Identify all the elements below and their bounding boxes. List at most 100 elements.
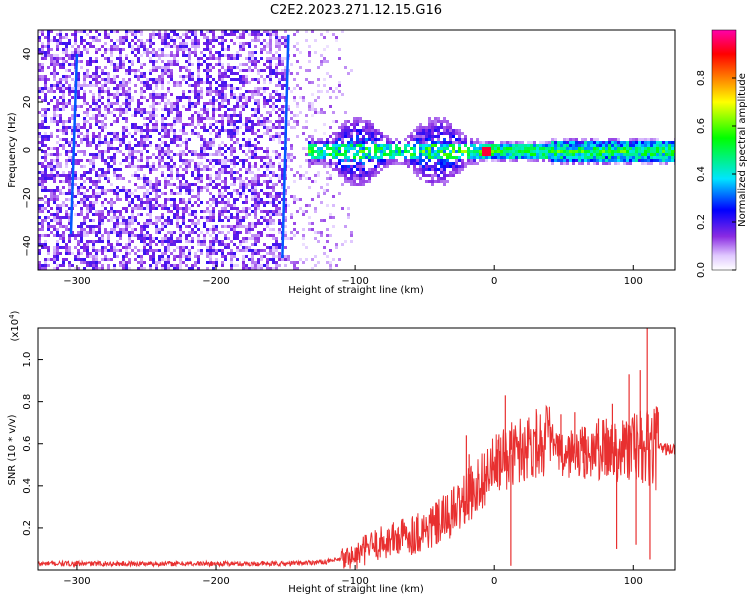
spectrogram-cell [563, 147, 566, 150]
spectrogram-cell [176, 213, 179, 216]
spectrogram-cell [113, 147, 116, 150]
spectrogram-cell [167, 72, 170, 75]
spectrogram-cell [233, 30, 236, 33]
spectrogram-cell [38, 198, 41, 201]
spectrogram-cell [248, 45, 251, 48]
spectrogram-cell [44, 168, 47, 171]
spectrogram-cell [188, 138, 191, 141]
spectrogram-cell [485, 153, 488, 156]
spectrogram-cell [266, 45, 269, 48]
spectrogram-cell [212, 225, 215, 228]
spectrogram-cell [41, 225, 44, 228]
spectrogram-cell [170, 105, 173, 108]
spectrogram-cell [266, 192, 269, 195]
spectrogram-cell [170, 36, 173, 39]
spectrogram-cell [230, 72, 233, 75]
spectrogram-cell [101, 189, 104, 192]
spectrogram-cell [440, 156, 443, 159]
spectrogram-cell [95, 231, 98, 234]
spectrogram-cell [254, 222, 257, 225]
spectrogram-cell [506, 156, 509, 159]
spectrogram-cell [377, 162, 380, 165]
spectrogram-cell [41, 75, 44, 78]
spectrogram-cell [146, 195, 149, 198]
spectrogram-cell [83, 153, 86, 156]
spectrogram-cell [344, 132, 347, 135]
spectrogram-cell [161, 222, 164, 225]
spectrogram-cell [203, 123, 206, 126]
spectrogram-cell [197, 249, 200, 252]
spectrogram-cell [473, 153, 476, 156]
spectrogram-cell [434, 120, 437, 123]
spectrogram-cell [44, 219, 47, 222]
spectrogram-cell [218, 90, 221, 93]
spectrogram-cell [80, 222, 83, 225]
spectrogram-cell [44, 144, 47, 147]
spectrogram-cell [275, 36, 278, 39]
spectrogram-cell [185, 141, 188, 144]
spectrogram-cell [257, 81, 260, 84]
spectrogram-cell [257, 231, 260, 234]
spectrogram-cell [593, 144, 596, 147]
spectrogram-cell [179, 144, 182, 147]
spectrogram-cell [101, 240, 104, 243]
spectrogram-cell [554, 156, 557, 159]
spectrogram-cell [122, 78, 125, 81]
spectrogram-cell [455, 156, 458, 159]
spectrogram-cell [152, 204, 155, 207]
spectrogram-cell [233, 87, 236, 90]
spectrogram-cell [362, 126, 365, 129]
spectrogram-cell [221, 210, 224, 213]
spectrogram-cell [365, 123, 368, 126]
spectrogram-cell [152, 78, 155, 81]
spectrogram-cell [389, 153, 392, 156]
spectrogram-cell [167, 174, 170, 177]
spectrogram-cell [131, 126, 134, 129]
spectrogram-cell [128, 69, 131, 72]
spectrogram-cell [335, 147, 338, 150]
spectrogram-cell [290, 72, 293, 75]
spectrogram-cell [269, 57, 272, 60]
spectrogram-cell [203, 168, 206, 171]
spectrogram-cell [308, 51, 311, 54]
spectrogram-cell [254, 114, 257, 117]
spectrogram-cell [479, 150, 482, 153]
spectrogram-cell [200, 78, 203, 81]
spectrogram-cell [368, 156, 371, 159]
spectrogram-cell [278, 48, 281, 51]
spectrogram-cell [104, 72, 107, 75]
spectrogram-cell [275, 153, 278, 156]
spectrogram-cell [209, 81, 212, 84]
spectrogram-cell [236, 246, 239, 249]
spectrogram-cell [161, 36, 164, 39]
spectrogram-cell [113, 216, 116, 219]
spectrogram-cell [161, 135, 164, 138]
spectrogram-cell [503, 153, 506, 156]
spectrogram-cell [275, 51, 278, 54]
spectrogram-cell [626, 159, 629, 162]
spectrogram-cell [251, 222, 254, 225]
spectrogram-cell [386, 135, 389, 138]
spectrogram-cell [569, 150, 572, 153]
spectrogram-cell [287, 87, 290, 90]
spectrogram-cell [128, 225, 131, 228]
spectrogram-cell [65, 165, 68, 168]
spectrogram-cell [128, 222, 131, 225]
spectrogram-cell [113, 87, 116, 90]
spectrogram-cell [182, 39, 185, 42]
spectrogram-cell [338, 147, 341, 150]
spectrogram-cell [275, 246, 278, 249]
spectrogram-cell [209, 30, 212, 33]
spectrogram-cell [266, 30, 269, 33]
spectrogram-cell [149, 114, 152, 117]
spectrogram-cell [254, 216, 257, 219]
spectrogram-cell [446, 144, 449, 147]
spectrogram-cell [338, 48, 341, 51]
spectrogram-cell [269, 39, 272, 42]
spectrogram-cell [350, 138, 353, 141]
spectrogram-cell [407, 144, 410, 147]
spectrogram-cell [578, 141, 581, 144]
spectrogram-cell [86, 246, 89, 249]
spectrogram-cell [65, 75, 68, 78]
spectrogram-cell [194, 252, 197, 255]
